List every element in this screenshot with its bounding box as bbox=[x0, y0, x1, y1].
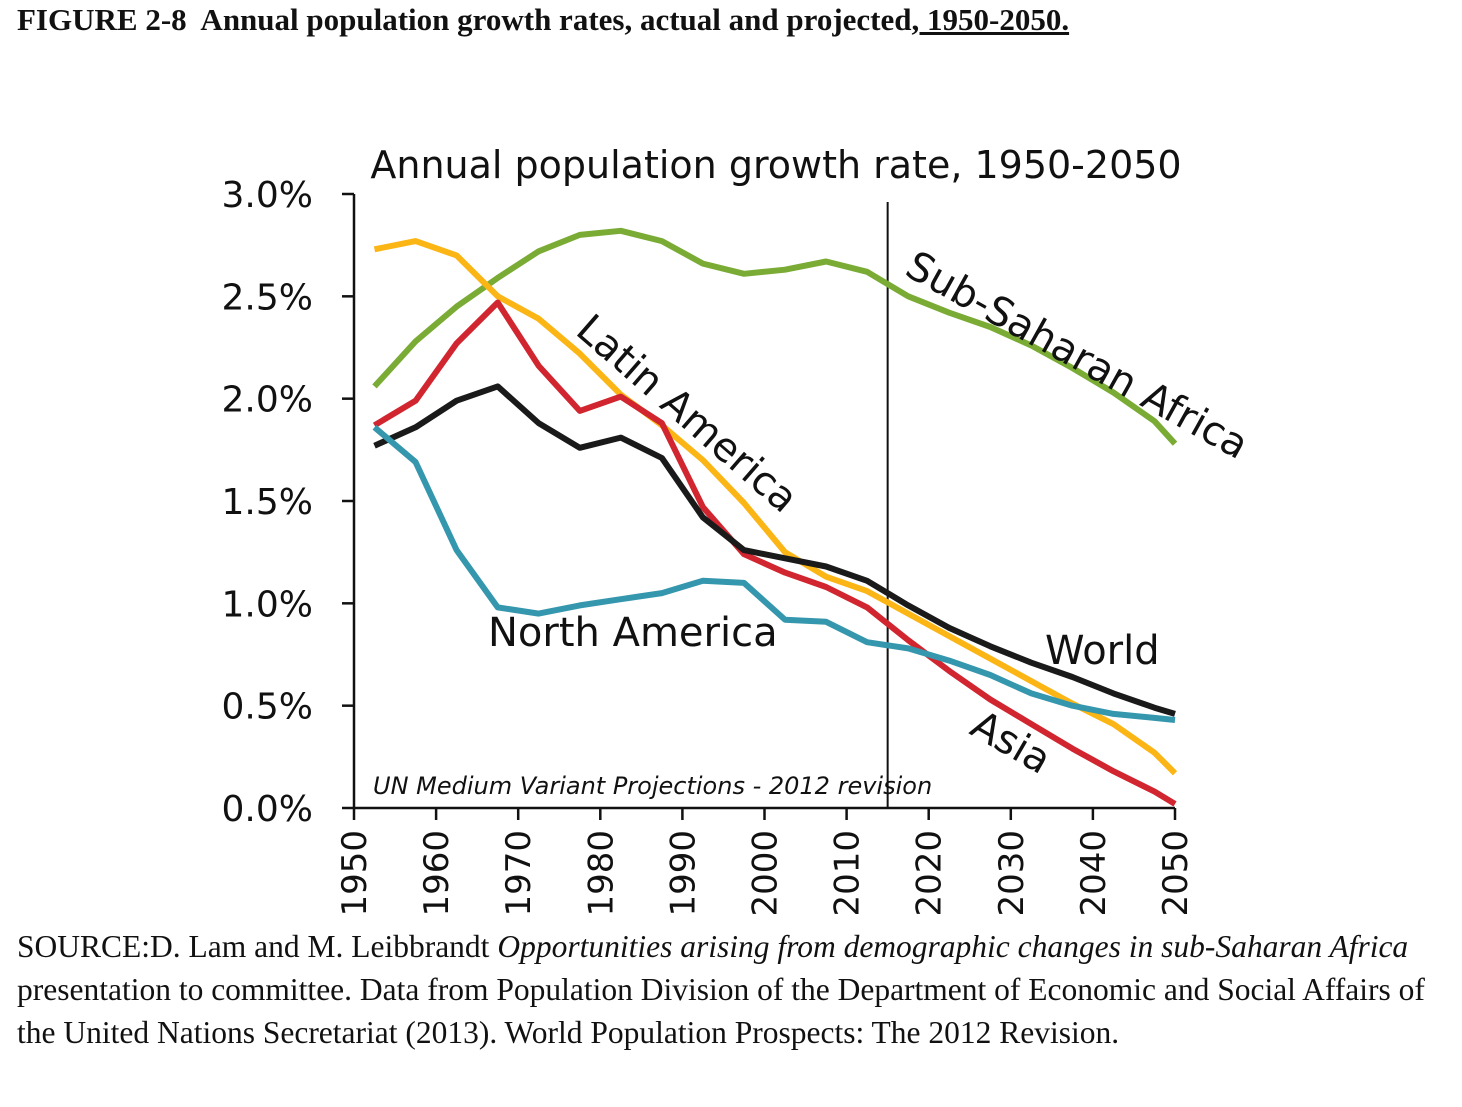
figure-caption: FIGURE 2-8 Annual population growth rate… bbox=[17, 2, 1069, 38]
series-line-north-america bbox=[372, 425, 1176, 723]
x-tick-label: 1980 bbox=[581, 830, 621, 917]
y-tick-label: 1.0% bbox=[222, 584, 313, 625]
label-north-america: North America bbox=[488, 610, 778, 656]
series-line-asia bbox=[372, 299, 1177, 807]
label-world: World bbox=[1045, 628, 1160, 674]
x-tick-label: 2030 bbox=[992, 830, 1032, 917]
series-line-sub-saharan-africa bbox=[372, 227, 1178, 446]
source-title: Opportunities arising from demographic c… bbox=[497, 929, 1409, 964]
y-tick-label: 2.5% bbox=[222, 277, 313, 318]
y-tick-label: 0.5% bbox=[222, 687, 313, 728]
x-tick-label: 2010 bbox=[828, 830, 868, 917]
x-tick-label: 2020 bbox=[910, 830, 950, 917]
projection-annotation: UN Medium Variant Projections - 2012 rev… bbox=[373, 772, 932, 800]
x-tick-label: 2000 bbox=[746, 830, 786, 917]
source-note: SOURCE:D. Lam and M. Leibbrandt Opportun… bbox=[17, 925, 1457, 1054]
series-line-world bbox=[373, 383, 1176, 717]
y-tick-label: 0.0% bbox=[222, 789, 313, 830]
x-tick-label: 1990 bbox=[663, 830, 703, 917]
x-tick-label: 1950 bbox=[335, 830, 375, 917]
x-tick-label: 1960 bbox=[417, 830, 457, 917]
figure-caption-label: FIGURE 2-8 Annual population growth rate… bbox=[17, 2, 912, 37]
x-tick-label: 1970 bbox=[499, 830, 539, 917]
source-rest: presentation to committee. Data from Pop… bbox=[17, 972, 1425, 1050]
x-tick-label: 2050 bbox=[1156, 830, 1196, 917]
y-tick-label: 2.0% bbox=[222, 380, 313, 421]
chart-title: Annual population growth rate, 1950-2050 bbox=[370, 143, 1181, 187]
y-tick-label: 3.0% bbox=[222, 175, 313, 216]
series-line-latin-america bbox=[373, 238, 1178, 776]
figure-caption-years: , 1950-2050. bbox=[911, 2, 1070, 37]
source-prefix: SOURCE:D. Lam and M. Leibbrandt bbox=[17, 929, 498, 964]
label-sub-saharan-africa: Sub-Saharan Africa bbox=[898, 243, 1256, 469]
y-tick-label: 1.5% bbox=[222, 482, 313, 523]
x-tick-label: 2040 bbox=[1074, 830, 1114, 917]
